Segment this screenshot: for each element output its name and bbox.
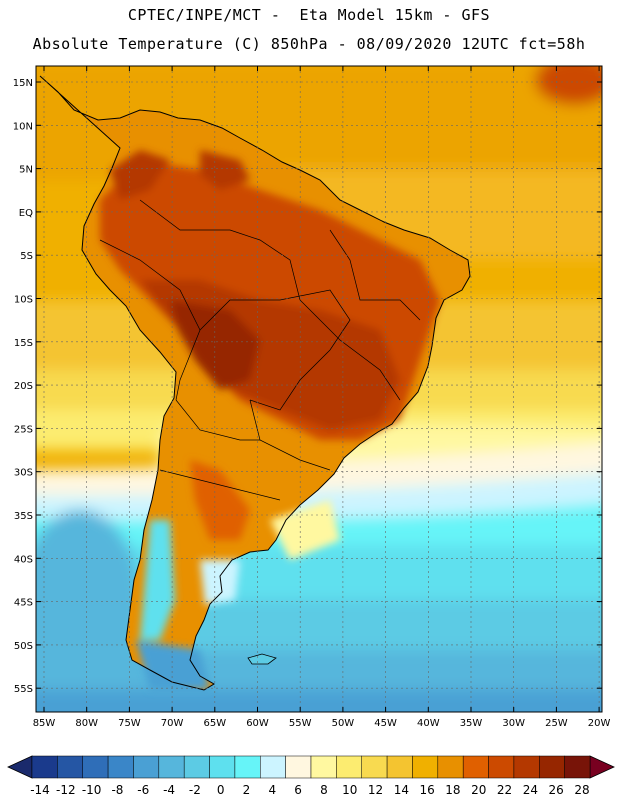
- colorbar-swatch: [31, 755, 58, 779]
- title-line-2: Absolute Temperature (C) 850hPa - 08/09/…: [32, 35, 586, 53]
- map-frame: [35, 65, 603, 713]
- lat-label: 40S: [14, 554, 33, 565]
- lon-label: 40W: [417, 718, 440, 729]
- colorbar-label: 24: [523, 783, 538, 797]
- colorbar-label: -8: [111, 783, 123, 797]
- colorbar-label: 6: [294, 783, 302, 797]
- lon-label: 25W: [545, 718, 568, 729]
- colorbar-label: -12: [56, 783, 76, 797]
- colorbar-swatch: [513, 755, 540, 779]
- lat-label: 5S: [20, 251, 33, 262]
- colorbar-swatch: [234, 755, 261, 779]
- lat-label: 10N: [13, 121, 33, 132]
- coastline: [39, 75, 471, 691]
- graticule: [36, 66, 602, 712]
- colorbar-swatch: [412, 755, 439, 779]
- colorbar-label: 2: [243, 783, 251, 797]
- colorbar-label: -10: [82, 783, 102, 797]
- colorbar-swatch: [336, 755, 362, 779]
- lat-label: 20S: [14, 381, 33, 392]
- colorbar-swatch: [82, 755, 109, 779]
- lat-label: 45S: [14, 598, 33, 609]
- lat-label: 30S: [14, 468, 33, 479]
- latitude-labels: 15N 10N 5N EQ 5S 10S 15S 20S 25S 30S 35S 40S 45S 50S 5…: [13, 78, 33, 695]
- colorbar-label: -14: [30, 783, 50, 797]
- lat-label: 35S: [14, 511, 33, 522]
- colorbar-label: 28: [574, 783, 589, 797]
- lon-label: 50W: [332, 718, 355, 729]
- lon-label: 45W: [374, 718, 397, 729]
- colorbar-label: -2: [189, 783, 201, 797]
- colorbar-label: 4: [268, 783, 276, 797]
- longitude-labels: 85W 80W 75W 70W 65W 60W 55W 50W 45W 40W 35W 30W 25W 2…: [33, 718, 611, 729]
- lat-label: 5N: [19, 165, 33, 176]
- colorbar-label: 10: [342, 783, 357, 797]
- lon-label: 55W: [289, 718, 312, 729]
- lat-label: 15S: [14, 338, 33, 349]
- title-line-1: CPTEC/INPE/MCT - Eta Model 15km - GFS: [127, 6, 491, 24]
- colorbar-swatch: [107, 755, 134, 779]
- colorbar-label: 22: [497, 783, 512, 797]
- colorbar-label: 12: [368, 783, 383, 797]
- colorbar-label: 16: [420, 783, 435, 797]
- lon-label: 65W: [203, 718, 226, 729]
- colorbar-swatch: [209, 755, 236, 779]
- tick-marks: [36, 66, 602, 712]
- lat-label: 50S: [14, 641, 33, 652]
- colorbar-swatch: [386, 755, 413, 779]
- colorbar-right-arrow: [589, 755, 615, 779]
- colorbar: [7, 755, 615, 779]
- colorbar-swatch: [564, 755, 591, 779]
- lon-label: 20W: [588, 718, 611, 729]
- colorbar-swatch: [57, 755, 83, 779]
- lat-label: 15N: [13, 78, 33, 89]
- map-field: [36, 66, 602, 712]
- colorbar-label: 20: [471, 783, 486, 797]
- colorbar-label: 0: [217, 783, 225, 797]
- colorbar-label: -6: [137, 783, 149, 797]
- colorbar-swatch: [539, 755, 565, 779]
- lon-label: 70W: [161, 718, 184, 729]
- lon-label: 30W: [502, 718, 525, 729]
- colorbar-swatch: [310, 755, 337, 779]
- colorbar-label: 8: [320, 783, 328, 797]
- colorbar-swatch: [183, 755, 210, 779]
- lat-label: EQ: [19, 208, 33, 219]
- colorbar-label: 18: [445, 783, 460, 797]
- lat-label: 10S: [14, 295, 33, 306]
- lon-label: 80W: [75, 718, 98, 729]
- colorbar-label: 26: [549, 783, 564, 797]
- lon-label: 75W: [118, 718, 141, 729]
- colorbar-swatch: [285, 755, 312, 779]
- country-borders: [99, 199, 421, 501]
- colorbar-label: -4: [163, 783, 175, 797]
- falkland-islands: [247, 653, 277, 665]
- colorbar-swatch: [158, 755, 185, 779]
- colorbar-label: 14: [394, 783, 409, 797]
- lat-label: 55S: [14, 684, 33, 695]
- lat-label: 25S: [14, 424, 33, 435]
- lon-label: 35W: [460, 718, 483, 729]
- colorbar-swatch: [361, 755, 388, 779]
- colorbar-swatch: [260, 755, 286, 779]
- colorbar-swatch: [488, 755, 515, 779]
- lon-label: 85W: [33, 718, 56, 729]
- colorbar-swatch: [462, 755, 489, 779]
- colorbar-swatch: [133, 755, 160, 779]
- colorbar-swatch: [437, 755, 464, 779]
- colorbar-labels: -14 -12 -10 -8 -6 -4 -2 0 2 4 6 8 10 12 14 16 18 20 22 24 26…: [30, 783, 589, 797]
- colorbar-left-arrow: [7, 755, 33, 779]
- lon-label: 60W: [246, 718, 269, 729]
